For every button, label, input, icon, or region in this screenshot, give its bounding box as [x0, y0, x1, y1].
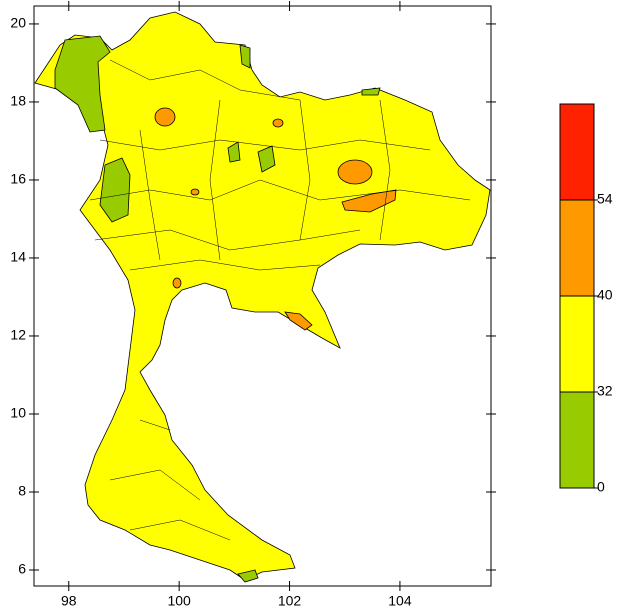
colorbar-segment	[559, 391, 595, 489]
colorbar: 0 32 40 54	[559, 103, 613, 495]
y-tick-label: 14	[10, 249, 26, 265]
x-tick-label: 98	[61, 593, 77, 609]
zone-high	[272, 118, 284, 128]
zone-low	[99, 157, 131, 223]
border	[89, 59, 471, 541]
colorbar-label: 54	[597, 191, 613, 207]
y-tick-label: 6	[18, 561, 26, 577]
y-tick-label: 20	[10, 15, 26, 31]
zone-low	[227, 141, 241, 163]
y-tick-label: 18	[10, 93, 26, 109]
zone-high	[337, 159, 373, 185]
colorbar-segment	[559, 295, 595, 393]
axes: 98 100 102 104 6 8 10 12 14 16 18 20	[10, 1, 496, 609]
colorbar-label: 40	[597, 287, 613, 303]
zone-low	[237, 569, 259, 583]
zone-low	[54, 35, 111, 133]
zone-low	[239, 44, 251, 69]
y-tick-label: 12	[10, 327, 26, 343]
zone-low	[361, 87, 381, 96]
zone-high	[172, 277, 182, 289]
zone-high	[154, 107, 176, 127]
x-tick-label: 102	[278, 593, 302, 609]
zone-high	[284, 311, 313, 331]
province-lines	[89, 59, 471, 541]
y-tick-label: 16	[10, 171, 26, 187]
x-tick-label: 100	[167, 593, 191, 609]
zone-high	[190, 188, 200, 196]
colorbar-label: 0	[597, 479, 605, 495]
map-frame	[33, 5, 492, 587]
land	[34, 11, 491, 581]
colorbar-label: 32	[597, 383, 613, 399]
map-shapes	[34, 11, 491, 583]
y-tick-label: 8	[18, 483, 26, 499]
colorbar-segment	[559, 199, 595, 297]
zone-high	[341, 189, 397, 213]
zone-low	[257, 145, 276, 173]
x-tick-label: 104	[388, 593, 412, 609]
colorbar-segment	[559, 103, 595, 201]
y-tick-label: 10	[10, 405, 26, 421]
